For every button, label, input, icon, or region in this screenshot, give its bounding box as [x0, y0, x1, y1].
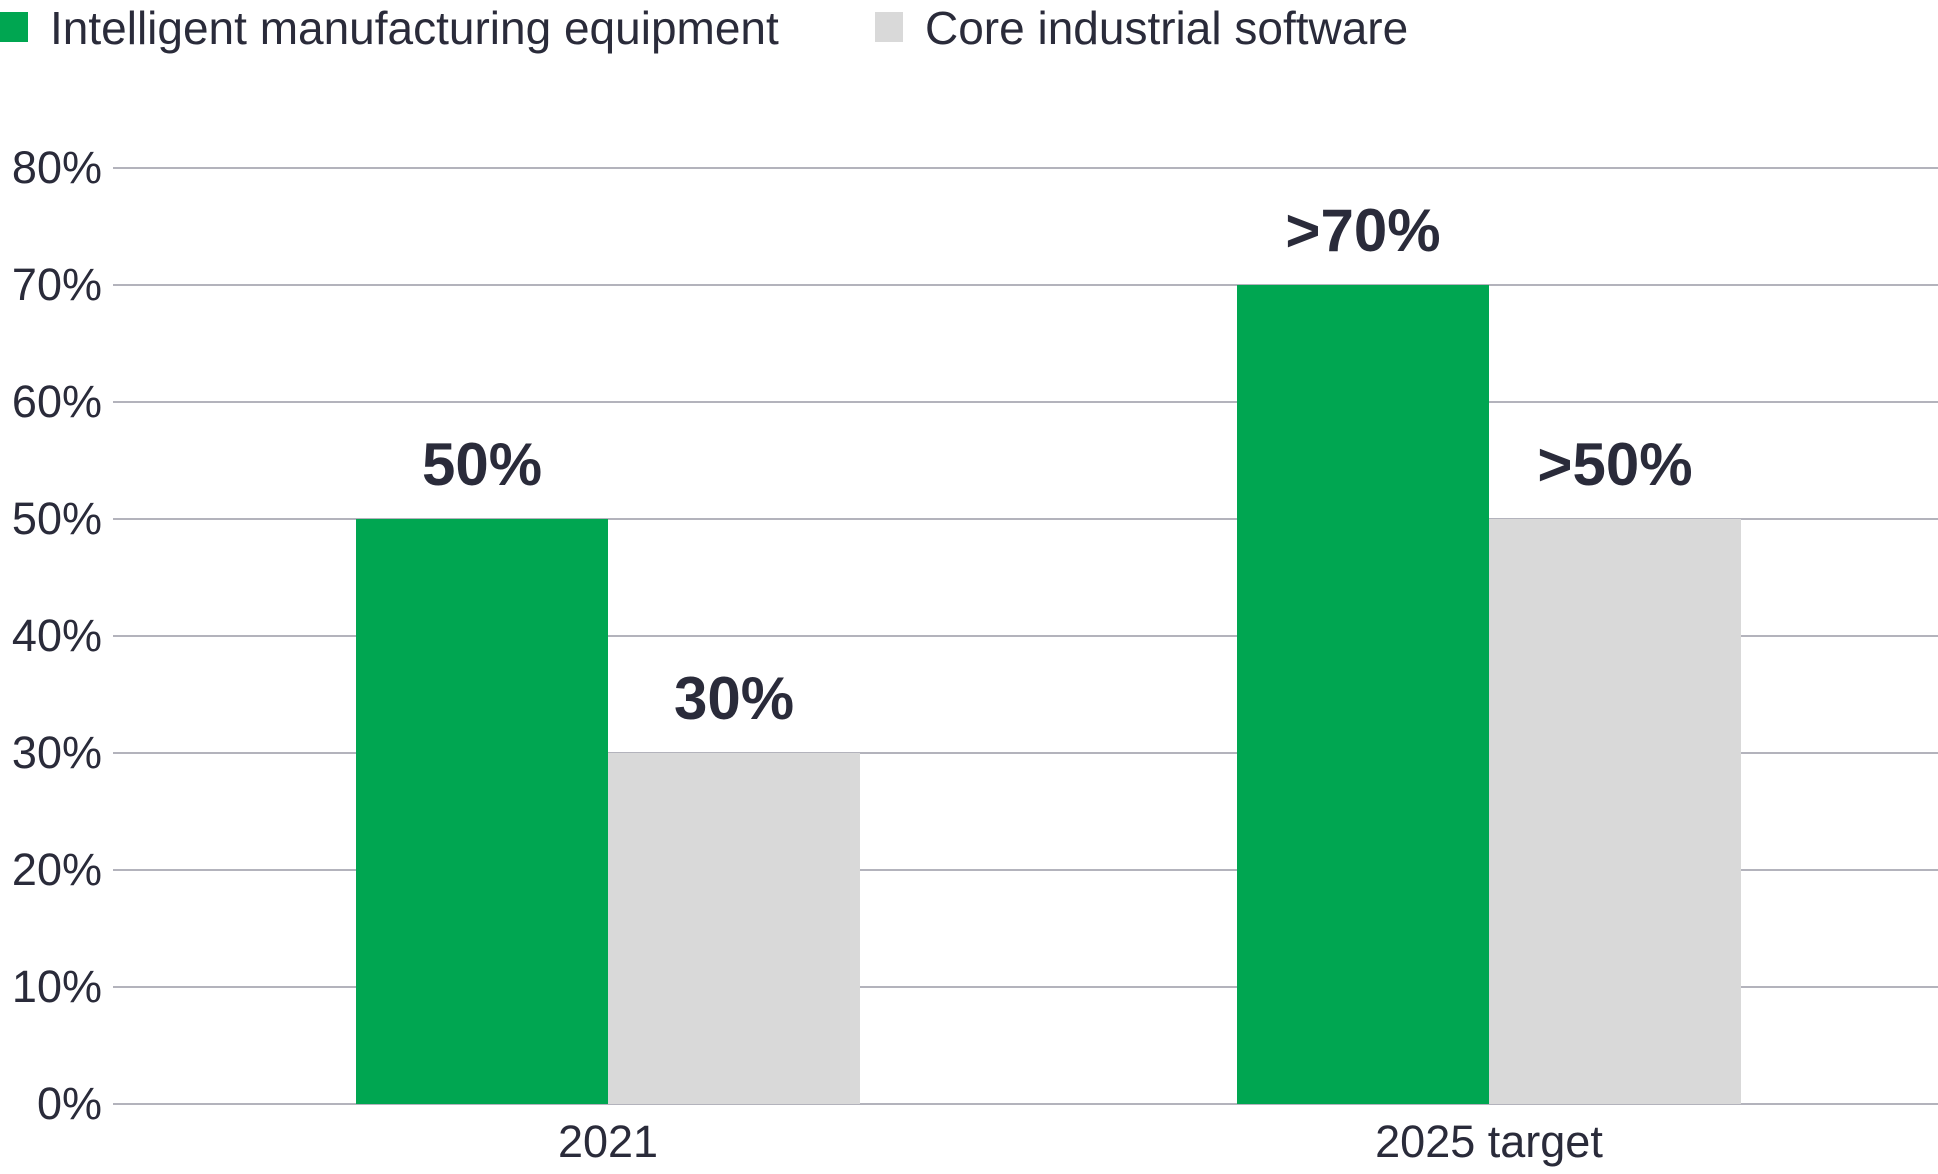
- y-tick-label: 80%: [12, 142, 102, 193]
- x-category-label: 2021: [558, 1116, 658, 1167]
- y-tick-label: 60%: [12, 376, 102, 427]
- bars: [356, 285, 1741, 1104]
- y-tick-label: 30%: [12, 727, 102, 778]
- y-tick-label: 40%: [12, 610, 102, 661]
- x-axis: 2021 2025 target: [558, 1116, 1603, 1167]
- y-tick-label: 10%: [12, 961, 102, 1012]
- value-label-2-2: >50%: [1537, 431, 1692, 498]
- value-label-1-2: >70%: [1285, 197, 1440, 264]
- bar-2-2: [1489, 519, 1741, 1104]
- y-tick-label: 20%: [12, 844, 102, 895]
- value-label-2-1: 30%: [674, 665, 794, 732]
- x-category-label: 2025 target: [1375, 1116, 1603, 1167]
- bar-1-2: [1237, 285, 1489, 1104]
- y-tick-label: 0%: [37, 1078, 102, 1129]
- y-axis: 0% 10% 20% 30% 40% 50% 60% 70% 80%: [12, 142, 102, 1129]
- legend-swatch-1: [0, 12, 28, 42]
- value-labels: 50% 30% >70% >50%: [422, 197, 1693, 732]
- legend-label-1: Intelligent manufacturing equipment: [50, 2, 779, 54]
- legend-label-2: Core industrial software: [925, 2, 1408, 54]
- value-label-1-1: 50%: [422, 431, 542, 498]
- bar-2-1: [608, 753, 860, 1104]
- y-tick-label: 70%: [12, 259, 102, 310]
- y-tick-label: 50%: [12, 493, 102, 544]
- bar-1-1: [356, 519, 608, 1104]
- legend-swatch-2: [875, 12, 903, 42]
- legend: Intelligent manufacturing equipment Core …: [0, 2, 1408, 54]
